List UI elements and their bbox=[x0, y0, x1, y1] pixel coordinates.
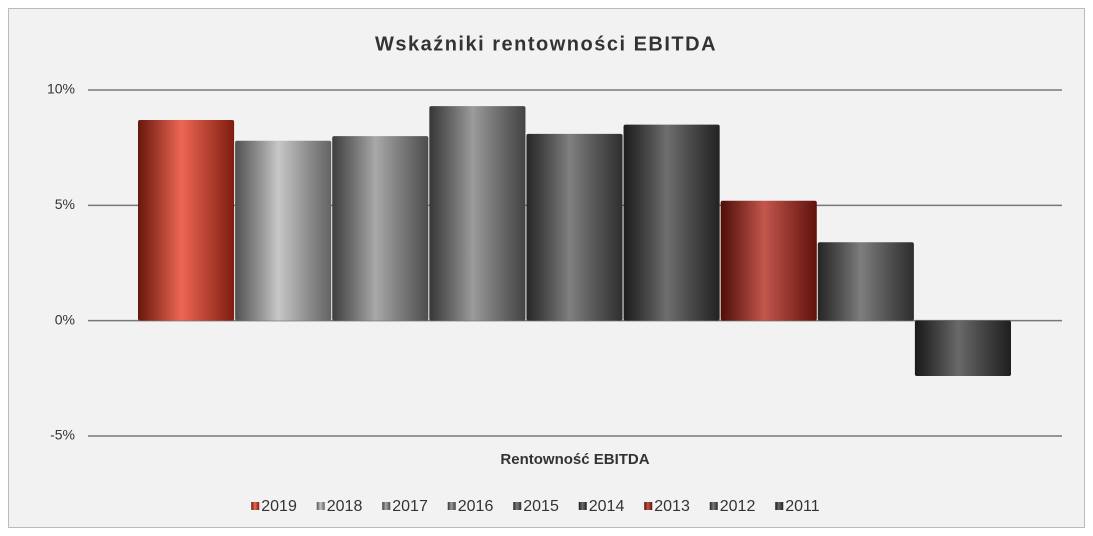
legend-swatch bbox=[644, 502, 653, 510]
bar bbox=[914, 320, 1011, 377]
legend-label: 2011 bbox=[785, 498, 820, 515]
legend-label: 2012 bbox=[720, 498, 756, 515]
legend-swatch bbox=[251, 502, 260, 510]
y-tick-label: 0% bbox=[55, 311, 75, 327]
y-tick-label: -5% bbox=[50, 427, 75, 443]
legend-swatch bbox=[578, 502, 587, 510]
legend-label: 2018 bbox=[327, 498, 363, 515]
legend-label: 2017 bbox=[392, 498, 428, 515]
legend-swatch bbox=[447, 502, 456, 510]
bar bbox=[817, 242, 914, 321]
legend-swatch bbox=[775, 502, 784, 510]
legend-label: 2015 bbox=[523, 498, 559, 515]
bar bbox=[429, 106, 526, 321]
y-tick-label: 5% bbox=[55, 196, 75, 212]
legend-swatch bbox=[709, 502, 718, 510]
legend-label: 2014 bbox=[589, 498, 625, 515]
bar bbox=[138, 119, 235, 321]
legend-swatch bbox=[513, 502, 522, 510]
bar bbox=[332, 136, 429, 321]
legend-swatch bbox=[382, 502, 391, 510]
legend-label: 2016 bbox=[458, 498, 494, 515]
legend-label: 2013 bbox=[654, 498, 690, 515]
bar bbox=[623, 124, 720, 321]
bar bbox=[235, 140, 332, 321]
y-tick-label: 10% bbox=[47, 81, 75, 97]
bar bbox=[526, 133, 623, 321]
legend-swatch bbox=[316, 502, 325, 510]
x-tick-label: Rentowność EBITDA bbox=[500, 451, 649, 468]
chart-title: Wskaźniki rentowności EBITDA bbox=[375, 33, 717, 55]
bar bbox=[720, 200, 817, 321]
legend-label: 2019 bbox=[261, 498, 297, 515]
